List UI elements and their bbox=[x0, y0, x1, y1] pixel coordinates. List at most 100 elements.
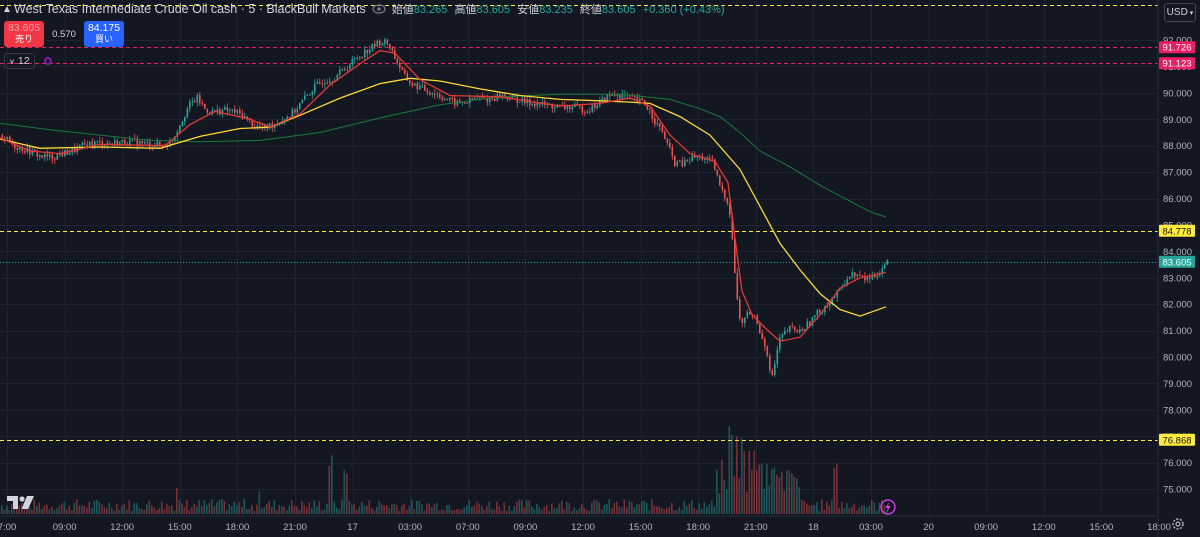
candle-body bbox=[34, 149, 36, 152]
candle bbox=[684, 156, 686, 167]
volume-bar bbox=[566, 502, 568, 514]
candle bbox=[139, 140, 141, 148]
volume-bar bbox=[683, 500, 686, 514]
chart-legend: ▲ West Texas Intermediate Crude Oil cash… bbox=[0, 0, 1158, 18]
candle-body bbox=[309, 94, 311, 96]
candle-body bbox=[16, 148, 19, 150]
volume-bar bbox=[813, 505, 816, 514]
symbol-title[interactable]: West Texas Intermediate Crude Oil cash ·… bbox=[14, 2, 366, 16]
indicator-status-icon[interactable] bbox=[43, 57, 52, 65]
time-tick-label: 15:00 bbox=[1090, 522, 1114, 533]
alert-low-label-bg bbox=[1159, 57, 1195, 70]
candle bbox=[381, 42, 384, 47]
volume-bar bbox=[233, 501, 236, 514]
volume-bar bbox=[733, 476, 736, 514]
volume-bar bbox=[661, 508, 663, 514]
candle-body bbox=[829, 302, 831, 307]
volume-bar bbox=[23, 504, 26, 514]
volume-bar bbox=[716, 469, 718, 514]
candle bbox=[56, 153, 59, 160]
candle bbox=[666, 138, 669, 146]
candle bbox=[811, 316, 814, 327]
volume-bar bbox=[186, 500, 188, 514]
candle-body bbox=[759, 324, 761, 333]
volume-bar bbox=[313, 500, 316, 514]
collapse-legend-icon[interactable]: ▲ bbox=[2, 3, 12, 15]
volume-bar bbox=[631, 501, 633, 514]
candle-body bbox=[314, 83, 316, 92]
volume-bar bbox=[596, 500, 598, 514]
volume-bar bbox=[741, 438, 743, 514]
volume-bar bbox=[3, 509, 6, 514]
candle-body bbox=[209, 112, 211, 114]
volume-bar bbox=[486, 506, 488, 514]
volume-bar bbox=[761, 464, 763, 514]
tradingview-logo-icon[interactable] bbox=[6, 493, 36, 514]
candle-body bbox=[69, 152, 71, 155]
candle bbox=[314, 79, 316, 96]
candle-body bbox=[774, 364, 776, 375]
indicators-toggle[interactable]: ∨ 12 bbox=[4, 53, 35, 69]
volume-bar bbox=[736, 436, 738, 514]
candle bbox=[309, 93, 311, 96]
candle-body bbox=[294, 109, 296, 113]
volume-bar bbox=[473, 505, 476, 514]
candle-body bbox=[331, 81, 334, 83]
candle-body bbox=[89, 141, 91, 149]
gear-icon[interactable] bbox=[1171, 517, 1185, 534]
candle-body bbox=[476, 98, 479, 99]
candle-body bbox=[531, 103, 534, 106]
volume-bar bbox=[378, 501, 381, 514]
price-tick-label: 78.000 bbox=[1163, 405, 1192, 416]
candle-body bbox=[461, 102, 464, 104]
time-tick-label: 09:00 bbox=[974, 522, 998, 533]
volume-bar bbox=[151, 505, 153, 514]
candle-body bbox=[1, 135, 4, 139]
candle-body bbox=[304, 95, 306, 100]
volume-bar bbox=[243, 499, 246, 514]
volume-bar bbox=[416, 500, 418, 514]
currency-selector[interactable]: USD ▾ bbox=[1164, 3, 1196, 22]
volume-bar bbox=[541, 509, 543, 514]
volume-bar bbox=[93, 500, 96, 514]
volume-bar bbox=[868, 505, 871, 514]
time-tick-label: 20 bbox=[923, 522, 934, 533]
candle bbox=[519, 101, 521, 104]
candle bbox=[794, 326, 796, 333]
eye-icon[interactable] bbox=[372, 4, 386, 14]
volume-bar bbox=[496, 501, 498, 514]
candle bbox=[749, 311, 751, 315]
candle-body bbox=[794, 326, 796, 331]
price-axis[interactable] bbox=[1158, 0, 1200, 537]
candle bbox=[371, 43, 374, 52]
volume-bar bbox=[281, 506, 283, 514]
candle-body bbox=[726, 197, 729, 203]
candle bbox=[766, 345, 769, 358]
open-label: 始値 bbox=[391, 4, 414, 16]
candle bbox=[854, 272, 856, 280]
chart-pane[interactable] bbox=[0, 0, 1158, 516]
candle-body bbox=[789, 325, 791, 332]
candle-body bbox=[421, 84, 424, 86]
candle-body bbox=[159, 141, 161, 145]
volume-bar bbox=[591, 502, 593, 514]
candle-body bbox=[404, 69, 406, 74]
candle-body bbox=[256, 125, 259, 128]
candle-body bbox=[816, 310, 819, 316]
buy-button[interactable]: 84.175 買い bbox=[84, 21, 124, 47]
candle bbox=[339, 66, 341, 77]
candle-body bbox=[739, 299, 741, 319]
volume-bar bbox=[816, 502, 818, 514]
volume-bar bbox=[433, 503, 436, 514]
volume-bar bbox=[291, 500, 293, 514]
candle-body bbox=[596, 105, 599, 108]
candle-body bbox=[239, 110, 241, 114]
candle bbox=[754, 314, 756, 317]
sell-button[interactable]: 83.605 売り bbox=[4, 21, 44, 47]
candle bbox=[614, 90, 616, 97]
lightning-icon[interactable] bbox=[880, 499, 896, 518]
candle bbox=[669, 139, 671, 150]
volume-bar bbox=[758, 464, 761, 514]
candle-body bbox=[671, 147, 674, 156]
